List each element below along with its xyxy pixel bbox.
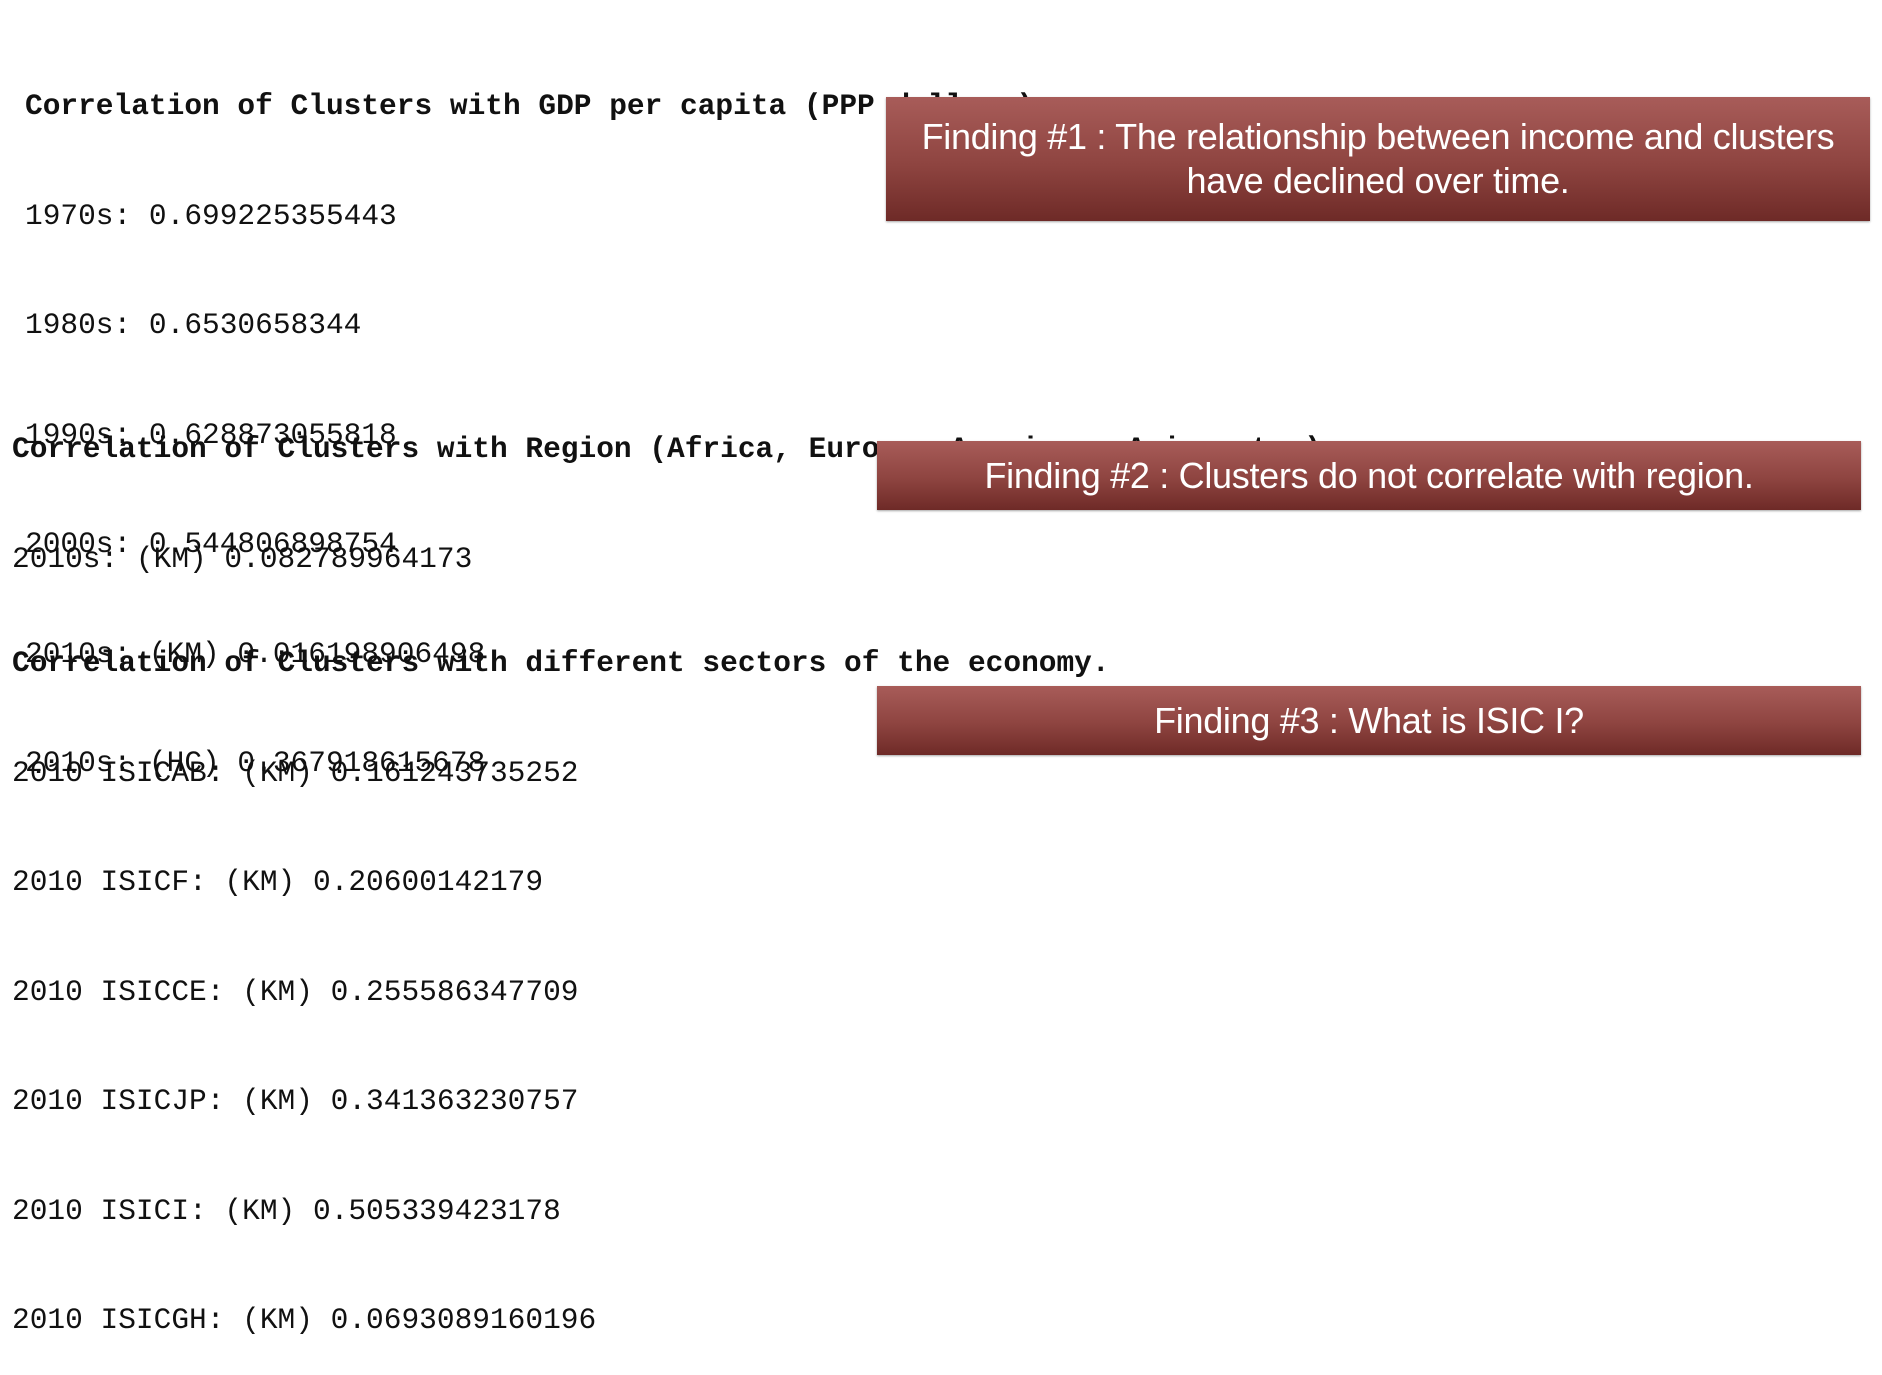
gdp-correlation-block: Correlation of Clusters with GDP per cap… [25,15,1034,818]
gdp-line: 2010s: (KM) 0.016198906498 [25,636,486,671]
finding-1-text: Finding #1 : The relationship between in… [921,116,1835,201]
gdp-line: 2000s: 0.544806898754 [25,527,397,561]
sector-line: 2010 ISICGH: (KM) 0.0693089160196 [12,1303,597,1337]
sectors-heading: Correlation of Clusters with different s… [12,646,1110,680]
sector-line: 2010 ISICJP: (KM) 0.341363230757 [12,1084,579,1118]
sector-line: 2010 ISICAB: (KM) 0.161243735252 [12,755,579,790]
finding-1-callout: Finding #1 : The relationship between in… [886,97,1870,221]
gdp-line: 1990s: 0.628873055818 [25,417,397,452]
finding-2-callout: Finding #2 : Clusters do not correlate w… [877,441,1861,510]
gdp-heading: Correlation of Clusters with GDP per cap… [25,89,1035,123]
sector-line: 2010 ISICI: (KM) 0.505339423178 [12,1193,561,1228]
finding-3-callout: Finding #3 : What is ISIC I? [877,686,1861,755]
sector-line: 2010 ISICCE: (KM) 0.255586347709 [12,974,579,1009]
finding-3-text: Finding #3 : What is ISIC I? [1154,699,1584,741]
gdp-line: 1980s: 0.6530658344 [25,308,362,342]
finding-2-text: Finding #2 : Clusters do not correlate w… [984,454,1754,496]
gdp-line: 2010s: (HC) 0.367918615678 [25,746,486,780]
region-line: 2010s: (KM) 0.082789964173 [12,541,473,576]
gdp-line: 1970s: 0.699225355443 [25,198,397,233]
sector-line: 2010 ISICF: (KM) 0.20600142179 [12,865,544,899]
